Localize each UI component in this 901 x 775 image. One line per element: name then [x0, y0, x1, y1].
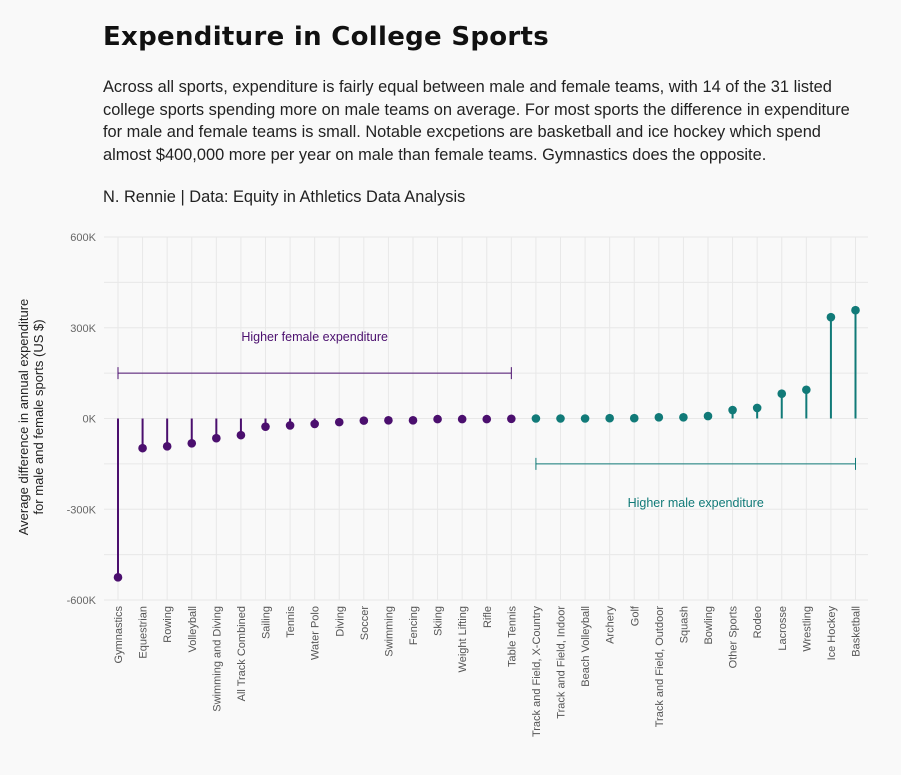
- lollipop-point: [482, 414, 492, 424]
- chart-subtitle: Across all sports, expenditure is fairly…: [103, 78, 850, 164]
- lollipop-point: [408, 416, 418, 425]
- lollipop-point: [580, 414, 590, 423]
- x-tick-label: Soccer: [359, 606, 371, 641]
- data-marks: [113, 305, 860, 582]
- x-tick-label: Squash: [678, 606, 690, 643]
- lollipop-point: [457, 414, 467, 424]
- lollipop-point: [703, 411, 713, 421]
- lollipop-point: [556, 414, 565, 423]
- lollipop-point: [728, 405, 737, 415]
- x-tick-label: Track and Field, X-Country: [531, 606, 543, 738]
- lollipop-point: [826, 312, 836, 322]
- lollipop-point: [679, 412, 688, 422]
- x-tick-label: Track and Field, Outdoor: [654, 606, 666, 728]
- x-tick-label: Other Sports: [728, 606, 740, 669]
- lollipop-point: [359, 416, 369, 425]
- x-tick-label: Bowling: [703, 606, 715, 645]
- x-tick-label: Track and Field, Indoor: [556, 606, 568, 719]
- x-tick-label: Rodeo: [752, 606, 764, 638]
- x-tick-label: Tennis: [285, 606, 297, 638]
- lollipop-point: [187, 439, 197, 448]
- lollipop-point: [285, 421, 295, 430]
- lollipop-point: [605, 413, 614, 423]
- lollipop-point: [261, 422, 270, 431]
- x-tick-label: Volleyball: [187, 606, 199, 652]
- x-tick-label: Beach Volleyball: [580, 606, 592, 687]
- chart-caption: N. Rennie | Data: Equity in Athletics Da…: [103, 188, 466, 206]
- y-tick-label: -600K: [67, 595, 97, 607]
- x-tick-label: Wrestling: [801, 606, 813, 652]
- annotation-label: Higher male expenditure: [628, 496, 764, 510]
- lollipop-point: [236, 430, 246, 440]
- x-tick-label: Diving: [334, 606, 346, 637]
- x-tick-label: Table Tennis: [506, 606, 518, 667]
- x-tick-label: Ice Hockey: [826, 606, 838, 661]
- lollipop-point: [777, 389, 787, 398]
- x-tick-label: Equestrian: [138, 606, 150, 659]
- lollipop-point: [162, 442, 172, 451]
- lollipop-point: [654, 412, 664, 422]
- x-tick-label: Rifle: [482, 606, 494, 628]
- y-tick-label: -300K: [67, 504, 97, 516]
- lollipop-point: [531, 414, 541, 423]
- x-tick-label: Fencing: [408, 606, 420, 645]
- y-tick-label: 0K: [83, 414, 97, 426]
- x-axis: Gymnastics Equestrian Rowing Volleyball Swim…: [113, 605, 863, 737]
- x-tick-label: Weight Lifting: [457, 606, 469, 672]
- y-axis-title-line2: for male and female sports (US $): [31, 319, 46, 514]
- lollipop-point: [334, 417, 344, 427]
- annotation-label: Higher female expenditure: [241, 330, 388, 344]
- y-tick-label: 300K: [70, 323, 96, 335]
- lollipop-point: [507, 414, 516, 424]
- x-tick-label: All Track Combined: [236, 606, 248, 701]
- x-tick-label: Swimming and Diving: [211, 606, 223, 712]
- x-tick-label: Lacrosse: [777, 606, 789, 651]
- y-tick-label: 600K: [70, 232, 96, 244]
- chart-title: Expenditure in College Sports: [103, 22, 550, 52]
- x-tick-label: Golf: [629, 605, 641, 626]
- lollipop-point: [384, 416, 393, 425]
- lollipop-point: [802, 385, 811, 395]
- lollipop-point: [138, 443, 147, 453]
- y-axis: -600K -300K 0K 300K 600K: [67, 232, 97, 607]
- lollipop-point: [113, 573, 123, 582]
- x-tick-label: Sailing: [261, 606, 273, 639]
- x-tick-label: Swimming: [383, 606, 395, 657]
- x-tick-label: Rowing: [162, 606, 174, 643]
- y-axis-title-line1: Average difference in annual expenditure: [16, 299, 31, 536]
- x-tick-label: Skiing: [433, 606, 445, 636]
- annotations: Higher female expenditure Higher male exp…: [117, 330, 856, 510]
- x-tick-label: Archery: [605, 606, 617, 644]
- x-tick-label: Water Polo: [310, 606, 322, 660]
- lollipop-point: [752, 403, 762, 413]
- lollipop-point: [629, 413, 639, 423]
- lollipop-point: [310, 419, 319, 429]
- x-tick-label: Gymnastics: [113, 606, 125, 664]
- lollipop-point: [433, 414, 442, 424]
- lollipop-point: [851, 305, 860, 315]
- x-tick-label: Basketball: [851, 606, 863, 657]
- lollipop-point: [212, 433, 221, 443]
